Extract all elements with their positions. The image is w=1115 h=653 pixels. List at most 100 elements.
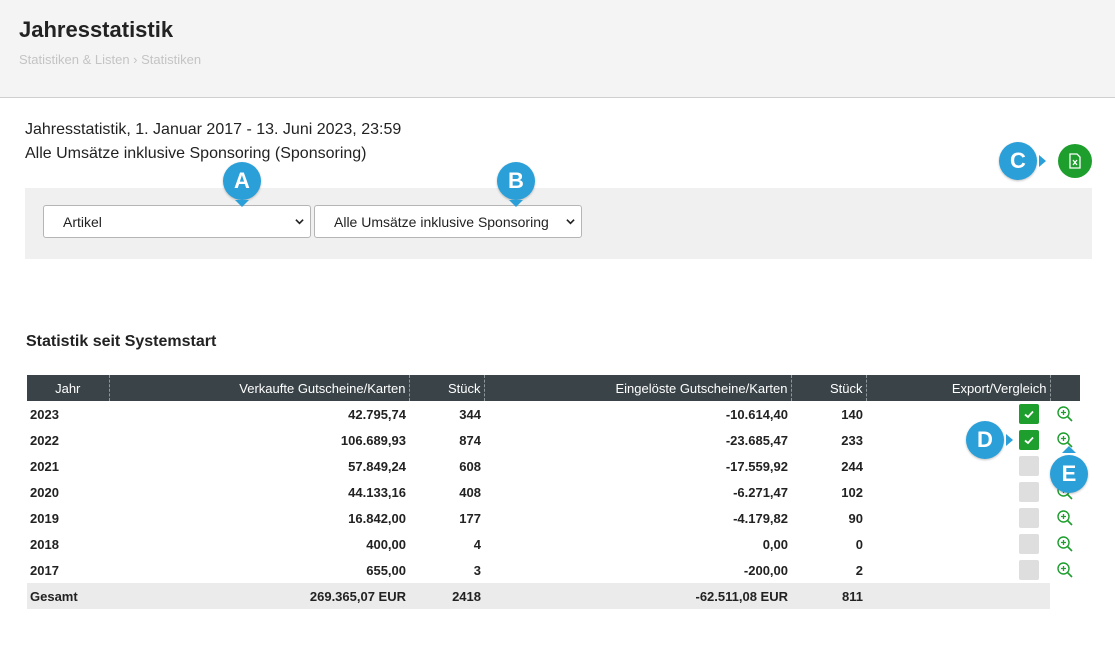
table-row: 2022 106.689,93 874 -23.685,47 233 (27, 427, 1080, 453)
cell-export (866, 427, 1050, 453)
export-compare-checkbox[interactable] (1019, 456, 1039, 476)
cell-redeemed: -23.685,47 (725, 432, 788, 448)
cell-export (866, 453, 1050, 479)
column-header-sold: Verkaufte Gutscheine/Karten (109, 375, 410, 401)
callout-marker-a: A (223, 162, 261, 200)
page-title: Jahresstatistik (19, 17, 174, 42)
cell-qty-redeemed: 2 (855, 562, 863, 578)
total-label: Gesamt (27, 583, 109, 609)
column-header-year: Jahr (27, 375, 110, 401)
cell-export (866, 505, 1050, 531)
export-compare-checkbox[interactable] (1019, 508, 1039, 528)
cell-qty-sold: 3 (473, 562, 481, 578)
statistic-period: Jahresstatistik, 1. Januar 2017 - 13. Ju… (25, 121, 402, 138)
cell-redeemed: -4.179,82 (733, 510, 788, 526)
total-qty-redeemed: 811 (791, 583, 866, 609)
total-qty-sold: 2418 (409, 583, 484, 609)
cell-zoom (1050, 531, 1080, 557)
column-header-qty-redeemed: Stück (791, 375, 867, 401)
export-compare-checkbox[interactable] (1019, 534, 1039, 554)
zoom-in-icon[interactable] (1056, 535, 1074, 553)
total-zoom-cell (1050, 583, 1080, 609)
chevron-down-icon (295, 219, 304, 225)
table-row: 2018 400,00 4 0,00 0 (27, 531, 1080, 557)
cell-year: 2020 (30, 484, 59, 500)
cell-qty-sold: 408 (459, 484, 481, 500)
cell-qty-redeemed: 244 (841, 458, 863, 474)
year-statistics-table: Jahr Verkaufte Gutscheine/Karten Stück E… (27, 375, 1080, 609)
zoom-in-icon[interactable] (1056, 561, 1074, 579)
cell-qty-sold: 608 (459, 458, 481, 474)
cell-export (866, 479, 1050, 505)
zoom-in-icon[interactable] (1056, 405, 1074, 423)
cell-qty-sold: 344 (459, 406, 481, 422)
cell-redeemed: -6.271,47 (733, 484, 788, 500)
callout-pointer-a (235, 200, 249, 207)
cell-qty-redeemed: 90 (848, 510, 863, 526)
table-total-row: Gesamt 269.365,07 EUR 2418 -62.511,08 EU… (27, 583, 1080, 609)
cell-year: 2019 (30, 510, 59, 526)
excel-file-icon (1069, 153, 1081, 169)
callout-pointer-b (509, 200, 523, 207)
cell-export (866, 531, 1050, 557)
cell-redeemed: -200,00 (743, 562, 788, 578)
callout-pointer-d (1006, 434, 1013, 446)
export-compare-checkbox[interactable] (1019, 560, 1039, 580)
cell-sold: 44.133,16 (348, 484, 406, 500)
callout-marker-d: D (966, 421, 1004, 459)
cell-sold: 57.849,24 (348, 458, 406, 474)
cell-zoom (1050, 557, 1080, 583)
total-sold: 269.365,07 EUR (109, 583, 409, 609)
cell-qty-redeemed: 0 (855, 536, 863, 552)
cell-qty-redeemed: 102 (841, 484, 863, 500)
column-header-redeemed: Eingelöste Gutscheine/Karten (484, 375, 792, 401)
column-header-export: Export/Vergleich (866, 375, 1051, 401)
cell-year: 2022 (30, 432, 59, 448)
section-title: Statistik seit Systemstart (26, 333, 217, 350)
cell-zoom (1050, 505, 1080, 531)
filter-panel: Artikel Alle Umsätze inklusive Sponsorin… (25, 188, 1092, 259)
total-export-cell (866, 583, 1050, 609)
excel-export-button[interactable] (1058, 144, 1092, 178)
callout-pointer-e (1062, 446, 1076, 453)
cell-sold: 400,00 (366, 536, 406, 552)
export-compare-checkbox[interactable] (1019, 482, 1039, 502)
statistic-scope: Alle Umsätze inklusive Sponsoring (Spons… (25, 145, 367, 162)
callout-marker-b: B (497, 162, 535, 200)
cell-sold: 42.795,74 (348, 406, 406, 422)
chevron-down-icon (566, 219, 575, 225)
cell-sold: 16.842,00 (348, 510, 406, 526)
cell-qty-sold: 4 (473, 536, 481, 552)
column-header-zoom (1050, 375, 1080, 401)
cell-redeemed: 0,00 (762, 536, 788, 552)
table-row: 2019 16.842,00 177 -4.179,82 90 (27, 505, 1080, 531)
cell-qty-redeemed: 140 (841, 406, 863, 422)
cell-qty-redeemed: 233 (841, 432, 863, 448)
cell-year: 2023 (30, 406, 59, 422)
callout-pointer-c (1039, 155, 1046, 167)
group-by-value: Artikel (63, 214, 102, 230)
column-header-qty-sold: Stück (409, 375, 485, 401)
cell-year: 2018 (30, 536, 59, 552)
table-header-row: Jahr Verkaufte Gutscheine/Karten Stück E… (27, 375, 1080, 401)
table-row: 2023 42.795,74 344 -10.614,40 140 (27, 401, 1080, 427)
cell-export (866, 557, 1050, 583)
page-header: Jahresstatistik Statistiken & Listen › S… (0, 0, 1115, 98)
cell-zoom (1050, 401, 1080, 427)
table-row: 2017 655,00 3 -200,00 2 (27, 557, 1080, 583)
cell-export (866, 401, 1050, 427)
cell-redeemed: -10.614,40 (725, 406, 788, 422)
revenue-type-value: Alle Umsätze inklusive Sponsoring (334, 214, 549, 230)
revenue-type-select[interactable]: Alle Umsätze inklusive Sponsoring (314, 205, 582, 238)
total-redeemed: -62.511,08 EUR (484, 583, 791, 609)
breadcrumb[interactable]: Statistiken & Listen › Statistiken (19, 52, 202, 67)
table-row: 2020 44.133,16 408 -6.271,47 102 (27, 479, 1080, 505)
group-by-select[interactable]: Artikel (43, 205, 311, 238)
zoom-in-icon[interactable] (1056, 509, 1074, 527)
cell-sold: 655,00 (366, 562, 406, 578)
cell-sold: 106.689,93 (340, 432, 406, 448)
export-compare-checkbox[interactable] (1019, 430, 1039, 450)
callout-marker-c: C (999, 142, 1037, 180)
cell-redeemed: -17.559,92 (725, 458, 788, 474)
export-compare-checkbox[interactable] (1019, 404, 1039, 424)
